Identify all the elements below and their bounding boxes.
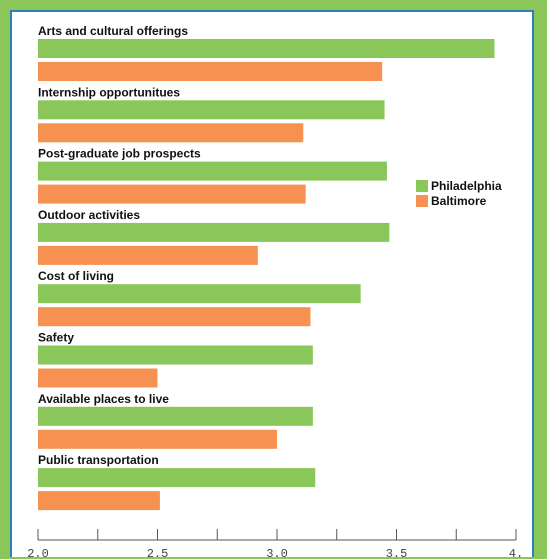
- category-label: Internship opportunitues: [38, 85, 180, 99]
- x-tick-label: 2.0: [27, 547, 49, 559]
- x-tick-label: 4.: [509, 547, 523, 559]
- legend-label-philadelphia: Philadelphia: [431, 179, 502, 193]
- category-label: Public transportation: [38, 453, 159, 467]
- category-label: Safety: [38, 331, 74, 345]
- bar-baltimore: [38, 245, 258, 265]
- category-label: Available places to live: [38, 392, 169, 406]
- bar-chart: Arts and cultural offerings Internship op…: [27, 24, 523, 559]
- category-label: Arts and cultural offerings: [38, 24, 188, 38]
- legend-label-baltimore: Baltimore: [431, 194, 487, 208]
- bar-baltimore: [38, 368, 158, 388]
- bar-philadelphia: [38, 284, 361, 304]
- bar-philadelphia: [38, 406, 313, 426]
- x-tick-label: 2.5: [147, 547, 169, 559]
- chart-panel: Arts and cultural offerings Internship op…: [10, 10, 534, 559]
- bar-baltimore: [38, 307, 311, 327]
- category-label: Cost of living: [38, 269, 114, 283]
- bar-baltimore: [38, 184, 306, 204]
- bar-philadelphia: [38, 100, 385, 120]
- bar-philadelphia: [38, 468, 316, 488]
- bar-baltimore: [38, 62, 383, 81]
- bar-baltimore: [38, 491, 160, 511]
- bar-baltimore: [38, 123, 304, 143]
- bar-baltimore: [38, 429, 277, 449]
- bar-philadelphia: [38, 222, 390, 242]
- bar-philadelphia: [38, 161, 387, 181]
- x-tick-label: 3.0: [266, 547, 288, 559]
- x-tick-label: 3.5: [386, 547, 408, 559]
- bar-philadelphia: [38, 345, 313, 365]
- legend-swatch-baltimore: [416, 195, 428, 207]
- bar-philadelphia: [38, 39, 495, 58]
- legend-swatch-philadelphia: [416, 180, 428, 192]
- category-label: Outdoor activities: [38, 208, 140, 222]
- category-label: Post-graduate job prospects: [38, 147, 201, 161]
